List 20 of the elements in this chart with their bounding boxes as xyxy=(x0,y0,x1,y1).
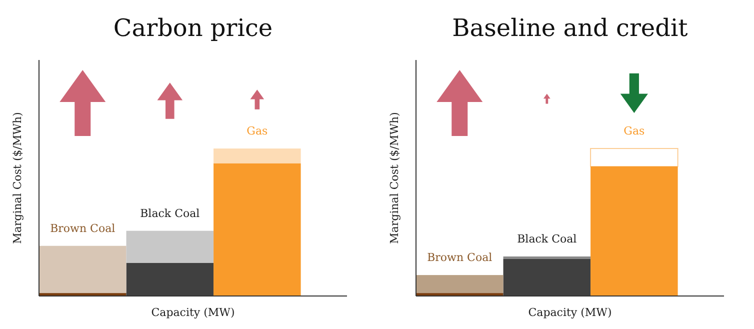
x-axis-title: Capacity (MW) xyxy=(151,306,235,319)
bar xyxy=(214,163,301,296)
bar xyxy=(126,262,214,296)
chart-title: Baseline and credit xyxy=(452,14,688,42)
chart-title: Carbon price xyxy=(113,14,273,42)
text: Gas xyxy=(624,124,646,138)
x-axis-title: Capacity (MW) xyxy=(528,306,612,319)
text: Gas xyxy=(246,124,268,138)
annotation: Black Coal xyxy=(517,232,578,246)
bar xyxy=(416,275,504,294)
y-axis-title: Marginal Cost ($/MWh) xyxy=(11,112,24,244)
bar xyxy=(126,230,214,263)
bar xyxy=(503,256,591,259)
bar xyxy=(39,246,126,294)
annotation: Black Coal xyxy=(140,206,200,220)
annotation: Brown Coal xyxy=(427,251,493,264)
y-axis-title: Marginal Cost ($/MWh) xyxy=(388,112,401,244)
bar xyxy=(503,258,591,296)
annotation: Brown Coal xyxy=(50,222,116,235)
bar xyxy=(214,148,301,164)
